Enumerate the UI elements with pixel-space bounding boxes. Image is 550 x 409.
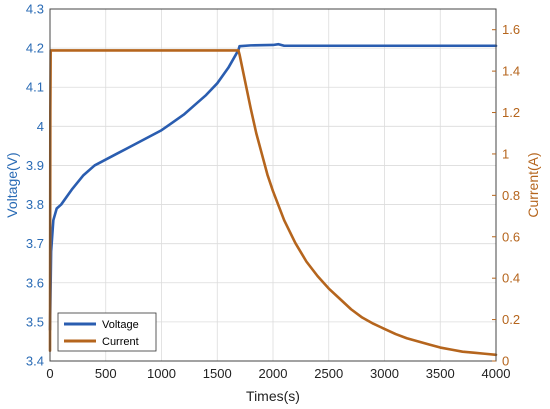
series-line-current [48, 49, 498, 357]
x-tick-label: 2500 [314, 366, 343, 381]
y-left-tick-label: 4.1 [26, 80, 44, 95]
y-right-tick-label: 0.8 [502, 188, 520, 203]
legend-box [57, 312, 157, 352]
x-tick-label: 500 [95, 366, 117, 381]
x-tick-label: 3500 [426, 366, 455, 381]
y-left-tick-label: 3.5 [26, 314, 44, 329]
y-right-tick-label: 1.2 [502, 105, 520, 120]
series-line-voltage [48, 42, 498, 332]
legend: Voltage Current [57, 312, 157, 352]
y-right-tick-label: 1 [502, 146, 509, 161]
x-tick-label: 3000 [370, 366, 399, 381]
y-right-tick-label: 0.4 [502, 271, 520, 286]
x-tick-label: 4000 [482, 366, 511, 381]
y-axis-right-label: Current(A) [525, 152, 541, 217]
y-right-tick-label: 0 [502, 354, 509, 369]
y-left-tick-label: 4.3 [26, 2, 44, 17]
plot-frame [49, 8, 497, 362]
y-right-tick-label: 0.2 [502, 312, 520, 327]
y-right-tick-label: 1.6 [502, 22, 520, 37]
y-right-tick-label: 1.4 [502, 64, 520, 79]
x-tick-label: 1500 [203, 366, 232, 381]
y-left-tick-label: 3.7 [26, 236, 44, 251]
y-right-tick-label: 0.6 [502, 229, 520, 244]
legend-label-current: Current [102, 336, 139, 348]
y-left-tick-label: 3.4 [26, 354, 44, 369]
y-left-tick-label: 3.6 [26, 275, 44, 290]
series-layer [48, 42, 498, 357]
x-tick-label: 1000 [147, 366, 176, 381]
x-tick-label: 2000 [259, 366, 288, 381]
y-axis-left-label: Voltage(V) [4, 152, 20, 217]
legend-label-voltage: Voltage [102, 319, 139, 331]
x-tick-label: 0 [46, 366, 53, 381]
x-axis-label: Times(s) [246, 388, 300, 404]
y-left-tick-label: 4 [37, 119, 44, 134]
y-left-tick-label: 3.8 [26, 197, 44, 212]
y-left-tick-label: 3.9 [26, 158, 44, 173]
ticks: 0 500 1000 1500 2000 2500 3000 3500 4000 3.4 3.5 3.… [26, 2, 520, 382]
y-left-tick-label: 4.2 [26, 41, 44, 56]
